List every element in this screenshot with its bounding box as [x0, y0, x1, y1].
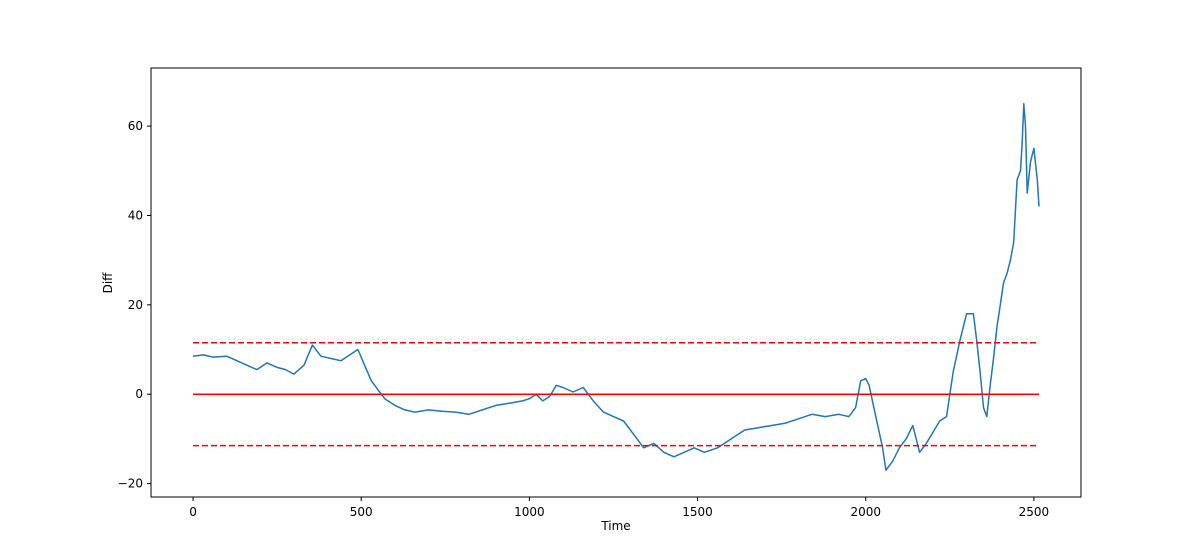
y-tick-label: −20 [118, 477, 143, 491]
y-tick-label: 20 [128, 298, 143, 312]
x-tick-label: 1000 [514, 505, 545, 519]
y-tick-label: 0 [135, 387, 143, 401]
plot-area [151, 68, 1081, 497]
x-tick-label: 0 [189, 505, 197, 519]
plot-frame [150, 67, 1082, 498]
series-line-0 [192, 103, 1040, 471]
x-axis-label: Time [600, 519, 630, 533]
x-tick-label: 500 [350, 505, 373, 519]
x-tick-label: 2000 [850, 505, 881, 519]
x-tick-label: 1500 [682, 505, 713, 519]
x-axis: 0 500 1000 1500 2000 2500 [189, 497, 1049, 519]
y-axis-label: Diff [101, 272, 115, 294]
y-tick-label: 40 [128, 208, 143, 222]
series-layer [192, 103, 1040, 471]
y-tick-label: 60 [128, 119, 143, 133]
y-axis: −20 0 20 40 60 [118, 119, 151, 491]
x-tick-label: 2500 [1019, 505, 1050, 519]
